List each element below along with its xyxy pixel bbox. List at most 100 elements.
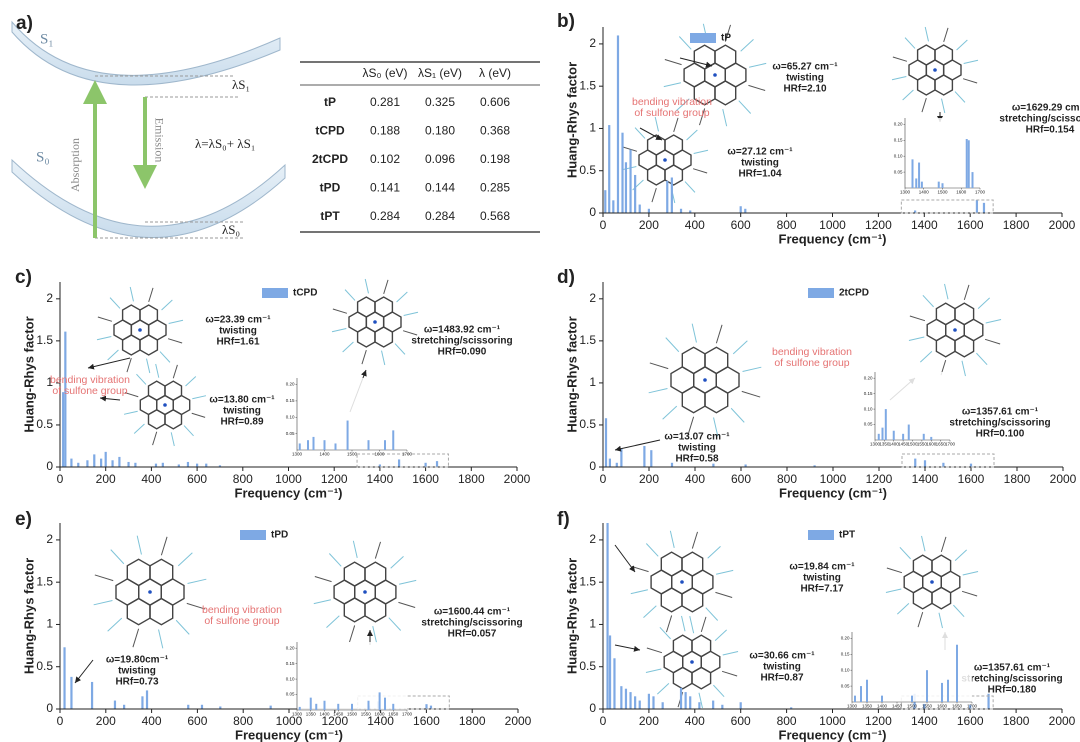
bar (118, 456, 121, 467)
annotation: stretching/scissoring (961, 674, 1062, 685)
molecule-bond (314, 576, 332, 583)
arrow (639, 127, 663, 141)
molecule-bond (648, 388, 668, 394)
molecule-bond (621, 166, 637, 171)
y-tick-label: 0.5 (36, 659, 53, 673)
molecule-bond (917, 611, 924, 628)
inset-y-tick-label: 0.20 (864, 375, 873, 380)
bar (923, 460, 927, 467)
inset-x-tick-label: 1400 (877, 704, 888, 709)
inset: 1300 1350 1400 1450 1500 1550 1600 1650 1700 0.05… (841, 632, 978, 709)
legend-label: tP (721, 33, 731, 44)
inset-bar (956, 644, 958, 702)
molecule-ring (935, 302, 956, 326)
bar (629, 692, 632, 709)
molecule-bond (896, 603, 910, 615)
annotation: bending vibration (632, 96, 712, 108)
bar (712, 463, 715, 467)
bar (969, 463, 973, 467)
molecule-bond (891, 76, 907, 81)
molecule-bond (686, 129, 698, 141)
inset-y-tick-label: 0.05 (286, 431, 295, 436)
inset-bar (884, 409, 887, 440)
molecule-bond (941, 98, 946, 114)
molecule-ring (121, 334, 141, 356)
arrow (74, 659, 94, 684)
molecule-ring (374, 326, 394, 348)
molecule-bond (985, 319, 1002, 324)
annotation: stretching/scissoring (421, 618, 522, 629)
molecule-bond (109, 297, 121, 309)
table-header: λS₁ (eV) (418, 66, 462, 80)
molecule-atom (680, 580, 684, 584)
bar (914, 210, 917, 213)
y-tick-label: 0 (589, 205, 596, 219)
molecule-ring (164, 380, 183, 402)
y-tick-label: 1 (589, 375, 596, 389)
x-tick-label: 1200 (321, 472, 348, 486)
inset-x-tick-label: 1700 (945, 442, 956, 447)
molecule-bond (698, 692, 703, 709)
arrow (614, 544, 636, 573)
bar (196, 463, 199, 467)
molecule-bond (700, 616, 707, 633)
annotation: ω=23.39 cm⁻¹ (205, 315, 271, 326)
x-tick-label: 600 (187, 472, 207, 486)
annotation: of sulfone group (774, 357, 849, 369)
bar (100, 458, 103, 467)
inset-bar (902, 433, 905, 440)
inset-bar (307, 440, 309, 450)
inset-bar (860, 686, 862, 702)
inset-x-tick-label: 1300 (292, 452, 303, 457)
y-tick-label: 0 (589, 701, 596, 715)
annotation: twisting (803, 573, 841, 584)
molecule-bond (107, 349, 119, 361)
inset-x-tick-label: 1550 (361, 712, 372, 717)
molecule-ring (149, 597, 174, 626)
state-label: S₀ (36, 149, 50, 165)
molecule-ring (954, 334, 975, 358)
inset-bar (384, 440, 386, 450)
table-cell: 0.325 (425, 95, 455, 109)
annotation: HRf=2.10 (783, 84, 827, 95)
molecule-bond (714, 629, 728, 641)
inset-y-tick-label: 0.15 (864, 391, 873, 396)
bar (104, 451, 107, 467)
molecule-bond (713, 684, 725, 698)
molecule-atom (703, 378, 707, 382)
molecule-bond (133, 423, 145, 434)
x-tick-label: 1600 (958, 472, 985, 486)
bar (661, 702, 664, 709)
bar (205, 463, 208, 467)
emission-label: Emission (152, 118, 166, 163)
molecule-bond (662, 405, 678, 420)
annotation: of sulfone group (52, 385, 127, 397)
x-tick-label: 1200 (866, 472, 893, 486)
inset-x-tick-label: 1600 (374, 712, 385, 717)
inset-x-tick-label: 1700 (402, 452, 413, 457)
inset-y-tick-label: 0.20 (286, 645, 295, 650)
molecule-bond (691, 531, 698, 549)
inset-bar (930, 436, 933, 440)
x-axis-label: Frequency (cm⁻¹) (779, 231, 887, 246)
molecule-bond (622, 146, 638, 152)
y-tick-label: 0.5 (579, 659, 596, 673)
molecule-ring (704, 346, 729, 375)
molecule-ring (164, 408, 183, 430)
table: λS₀ (eV) λS₁ (eV) λ (eV) tP 0.281 0.325 0.606 t… (300, 61, 540, 233)
molecule-ring (646, 134, 666, 156)
x-tick-label: 1400 (367, 472, 394, 486)
inset-x-tick-label: 1600 (374, 452, 385, 457)
panel-label: b) (557, 11, 575, 32)
molecule-atom (690, 660, 694, 664)
molecule-bond (956, 39, 968, 51)
annotation: ω=19.80cm⁻¹ (106, 655, 169, 666)
x-tick-label: 0 (57, 472, 64, 486)
inset-bar (854, 695, 856, 702)
bar (186, 461, 190, 467)
inset-bar (367, 440, 370, 450)
bar (744, 208, 747, 213)
row-label: tPD (320, 181, 341, 195)
molecule-bond (953, 604, 965, 618)
